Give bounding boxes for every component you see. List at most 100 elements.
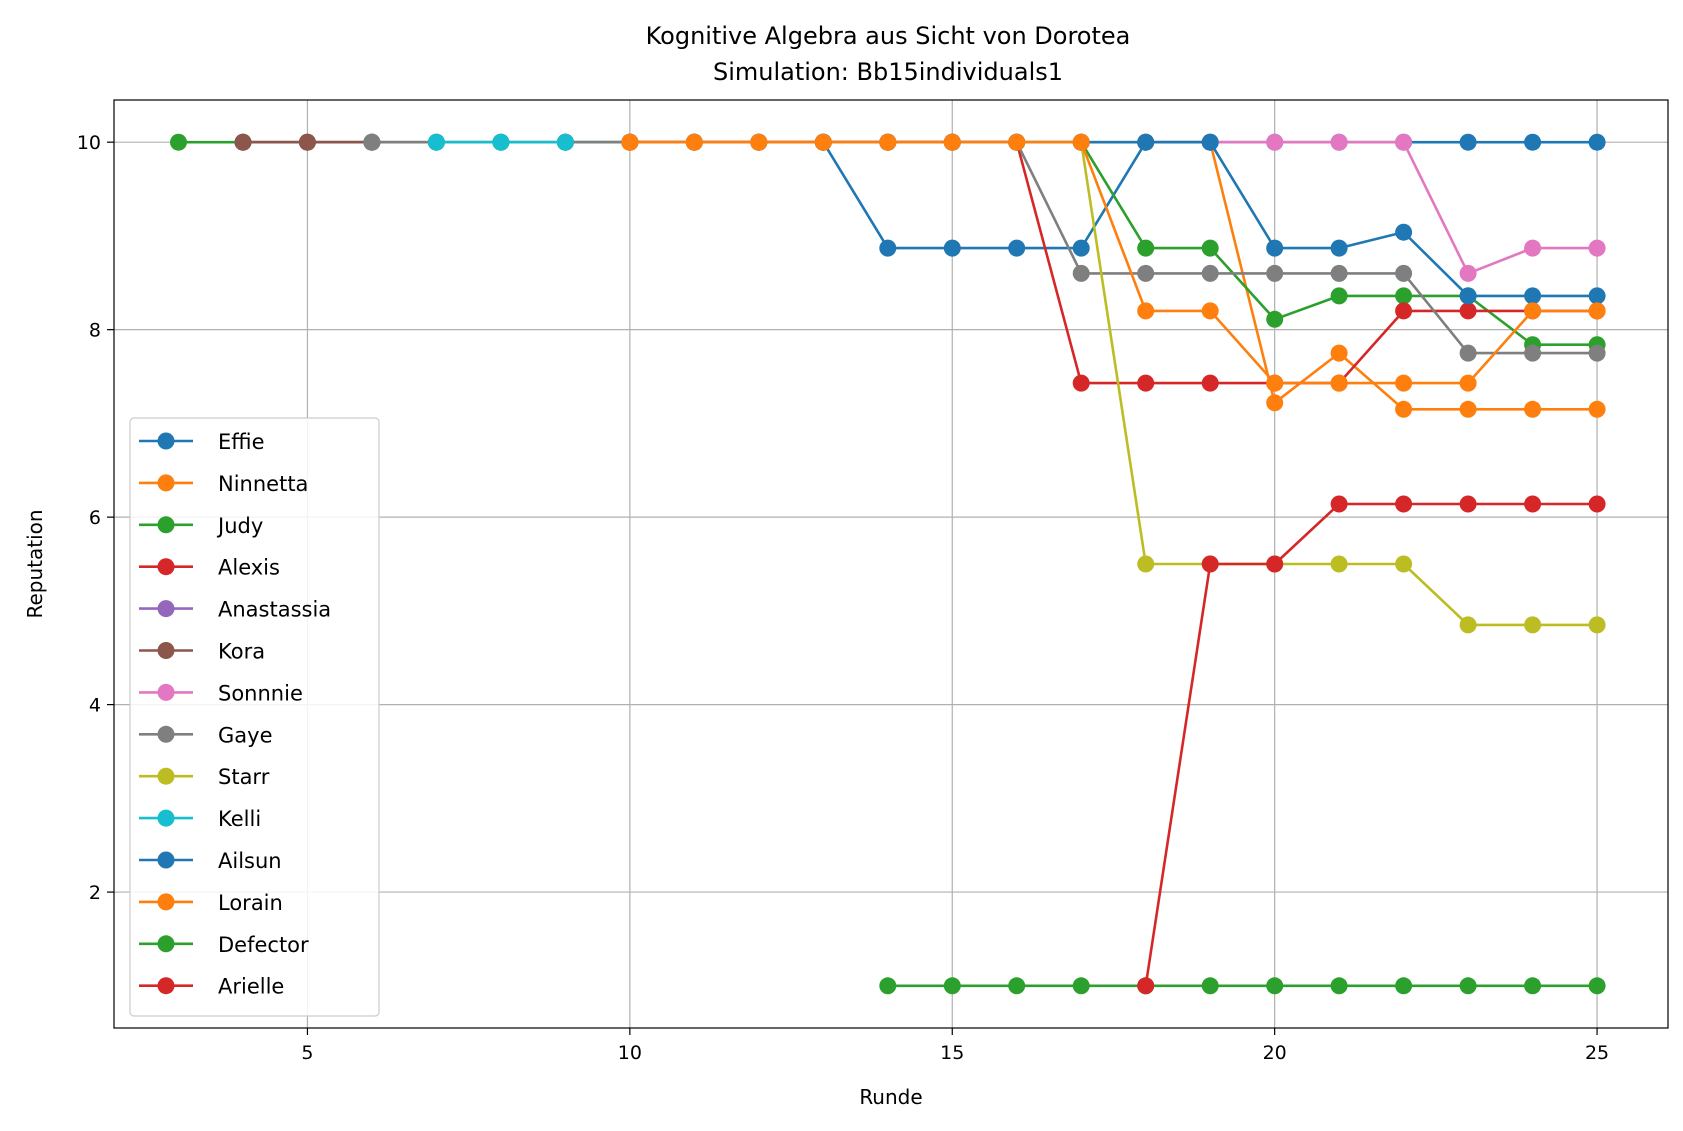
data-point-gaye bbox=[1459, 344, 1477, 362]
data-point-lorain bbox=[1524, 302, 1542, 320]
x-tick-label: 20 bbox=[1263, 1042, 1287, 1064]
data-point-ailsun bbox=[1330, 239, 1348, 257]
data-point-effie bbox=[1524, 133, 1542, 151]
legend-label: Kora bbox=[218, 640, 265, 664]
legend-swatch-marker bbox=[157, 642, 175, 659]
series-defector bbox=[879, 977, 1606, 995]
legend-swatch-marker bbox=[157, 977, 175, 995]
legend-swatch-marker bbox=[157, 725, 175, 743]
data-point-defector bbox=[879, 977, 897, 995]
legend-swatch-marker bbox=[157, 600, 175, 618]
data-point-gaye bbox=[363, 133, 381, 151]
data-point-defector bbox=[943, 977, 961, 995]
series-kora bbox=[234, 133, 381, 151]
data-point-starr bbox=[1524, 616, 1542, 634]
legend-label: Defector bbox=[218, 933, 309, 957]
data-point-sonnnie bbox=[1266, 133, 1284, 151]
legend-label: Effie bbox=[218, 430, 265, 454]
data-point-alexis bbox=[1072, 374, 1090, 392]
legend-item-defector: Defector bbox=[139, 933, 309, 957]
data-point-kelli bbox=[427, 133, 445, 151]
axis-ticks: 5 10 15 20 25 2 4 6 8 10 bbox=[77, 132, 1609, 1064]
data-point-lorain bbox=[1266, 374, 1284, 392]
data-point-lorain bbox=[1008, 133, 1026, 151]
data-point-alexis bbox=[1395, 302, 1413, 320]
y-tick-label: 2 bbox=[89, 882, 101, 904]
y-tick-label: 10 bbox=[77, 132, 101, 154]
legend-swatch-marker bbox=[157, 558, 175, 576]
legend-label: Ninnetta bbox=[218, 472, 308, 496]
series-line-ninnetta bbox=[629, 140, 1598, 411]
data-point-lorain bbox=[943, 133, 961, 151]
data-point-starr bbox=[1395, 555, 1413, 573]
legend-swatch-marker bbox=[157, 474, 175, 492]
legend-swatch-marker bbox=[157, 851, 175, 869]
data-point-arielle bbox=[1395, 495, 1413, 513]
data-point-ailsun bbox=[1395, 223, 1413, 241]
data-point-effie bbox=[943, 239, 961, 257]
data-point-defector bbox=[1201, 977, 1219, 995]
chart-title: Kognitive Algebra aus Sicht von Dorotea bbox=[646, 22, 1131, 50]
data-point-lorain bbox=[1072, 133, 1090, 151]
data-point-defector bbox=[1330, 977, 1348, 995]
legend-item-kelli: Kelli bbox=[139, 807, 261, 831]
legend-label: Alexis bbox=[218, 556, 280, 580]
legend-item-judy: Judy bbox=[139, 514, 263, 538]
legend-item-arielle: Arielle bbox=[139, 975, 284, 999]
data-point-alexis bbox=[1459, 302, 1477, 320]
data-point-defector bbox=[1395, 977, 1413, 995]
data-point-ninnetta bbox=[1524, 400, 1542, 418]
data-point-ailsun bbox=[1459, 287, 1477, 305]
legend-label: Starr bbox=[218, 765, 270, 789]
legend-label: Sonnnie bbox=[218, 681, 303, 705]
y-axis-label: Reputation bbox=[23, 509, 47, 618]
data-point-lorain bbox=[814, 133, 832, 151]
data-point-defector bbox=[1459, 977, 1477, 995]
y-tick-label: 6 bbox=[89, 507, 101, 529]
data-point-defector bbox=[1008, 977, 1026, 995]
series-line-effie bbox=[565, 140, 1598, 250]
legend-label: Kelli bbox=[218, 807, 261, 831]
data-point-ailsun bbox=[1266, 239, 1284, 257]
legend-item-starr: Starr bbox=[139, 765, 270, 789]
legend-label: Judy bbox=[216, 514, 263, 538]
data-point-starr bbox=[1588, 616, 1606, 634]
series-line-sonnnie bbox=[1145, 140, 1598, 275]
data-point-judy bbox=[1201, 239, 1219, 257]
data-point-judy bbox=[1330, 287, 1348, 305]
legend-item-sonnnie: Sonnnie bbox=[139, 681, 303, 705]
data-point-starr bbox=[1330, 555, 1348, 573]
data-point-gaye bbox=[1395, 264, 1413, 282]
legend-swatch-marker bbox=[157, 809, 175, 827]
legend-swatch-marker bbox=[157, 432, 175, 450]
data-point-arielle bbox=[1588, 495, 1606, 513]
legend-item-lorain: Lorain bbox=[139, 891, 283, 915]
legend-box bbox=[129, 417, 380, 1017]
legend-swatch-marker bbox=[157, 935, 175, 953]
data-point-starr bbox=[1459, 616, 1477, 634]
data-point-effie bbox=[1072, 239, 1090, 257]
data-point-lorain bbox=[621, 133, 639, 151]
series-effie bbox=[556, 133, 1606, 257]
data-point-starr bbox=[1137, 555, 1155, 573]
legend-item-gaye: Gaye bbox=[139, 723, 273, 747]
data-point-arielle bbox=[1459, 495, 1477, 513]
data-point-ninnetta bbox=[1588, 400, 1606, 418]
legend-swatch-marker bbox=[157, 516, 175, 534]
legend-item-ailsun: Ailsun bbox=[139, 849, 282, 873]
data-point-ninnetta bbox=[1330, 344, 1348, 362]
x-tick-label: 5 bbox=[301, 1042, 313, 1064]
series-kelli bbox=[427, 133, 574, 151]
data-point-arielle bbox=[1266, 555, 1284, 573]
legend-swatch-marker bbox=[157, 893, 175, 911]
legend-item-alexis: Alexis bbox=[139, 556, 280, 580]
data-point-gaye bbox=[1330, 264, 1348, 282]
legend-label: Anastassia bbox=[218, 598, 331, 622]
data-point-lorain bbox=[1201, 302, 1219, 320]
legend-swatch-marker bbox=[157, 683, 175, 701]
data-point-gaye bbox=[1266, 264, 1284, 282]
x-axis-label: Runde bbox=[859, 1085, 922, 1109]
x-tick-label: 25 bbox=[1585, 1042, 1609, 1064]
data-point-lorain bbox=[1459, 374, 1477, 392]
